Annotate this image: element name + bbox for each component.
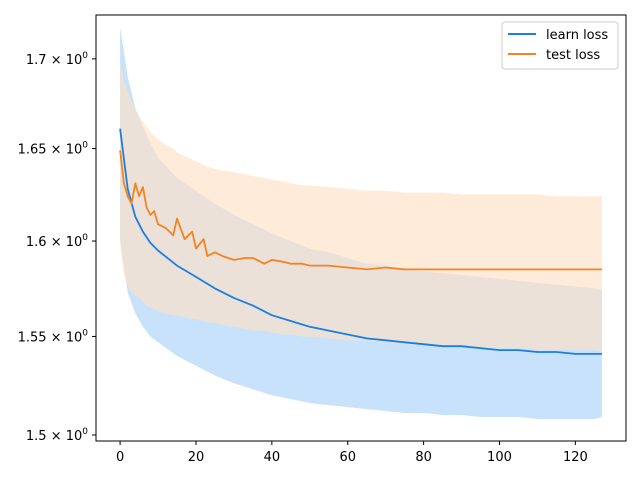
x-tick-label: 40	[264, 450, 281, 465]
y-tick-label: 1.5 × 100	[26, 427, 88, 444]
test-loss-line	[119, 150, 602, 271]
y-tick-label: 1.65 × 100	[18, 141, 89, 158]
learn-loss-legend-label: learn loss	[546, 28, 608, 43]
x-tick-label: 20	[188, 450, 205, 465]
y-tick-label: 1.7 × 100	[26, 51, 88, 68]
test-loss-band	[120, 62, 602, 353]
plot-frame	[95, 14, 627, 442]
series-lines	[119, 128, 602, 355]
test-loss-legend-label: test loss	[546, 48, 600, 63]
learn-loss-line	[119, 128, 602, 355]
y-tick-label: 1.55 × 100	[18, 328, 89, 345]
x-tick-label: 60	[339, 450, 356, 465]
x-tick-label: 100	[487, 450, 512, 465]
legend: learn loss test loss	[501, 21, 619, 70]
x-tick-label: 120	[563, 450, 588, 465]
x-tick-label: 80	[415, 450, 432, 465]
confidence-bands	[120, 27, 602, 419]
y-axis: 1.5 × 100 1.55 × 100 1.6 × 100 1.65 × 100 1.…	[18, 51, 96, 444]
x-tick-label: 0	[116, 450, 124, 465]
x-axis: 0 20 40 60 80 100 120	[116, 441, 588, 465]
y-tick-label: 1.6 × 100	[26, 233, 88, 250]
